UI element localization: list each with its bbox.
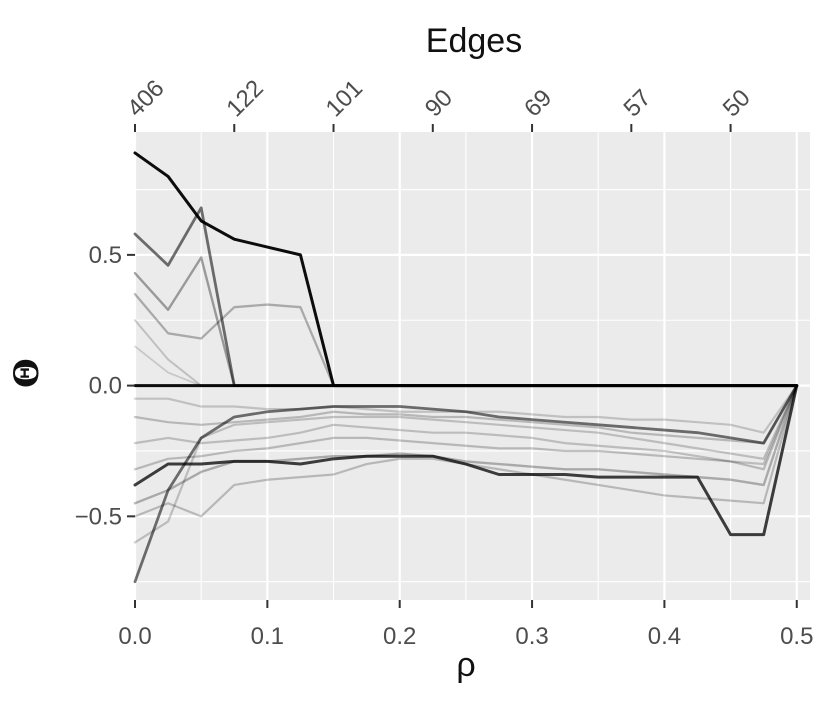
y-tick-label: 0.5 bbox=[89, 242, 122, 269]
series-layer bbox=[133, 151, 799, 584]
x-tick-label: 0.4 bbox=[648, 623, 681, 650]
series-line bbox=[133, 384, 799, 584]
x-axis-title: ρ bbox=[456, 646, 475, 684]
series-line bbox=[133, 384, 798, 471]
y-tick-label: −0.5 bbox=[75, 503, 122, 530]
series-line bbox=[133, 384, 799, 537]
series-line bbox=[133, 384, 798, 445]
x-tick-label: 0.0 bbox=[118, 623, 151, 650]
y-tick-label: 0.0 bbox=[89, 373, 122, 400]
x-tick-label: 0.5 bbox=[780, 623, 813, 650]
y-axis-title: Θ bbox=[7, 358, 47, 388]
x-tick-label: 0.3 bbox=[515, 623, 548, 650]
series-line bbox=[133, 384, 798, 518]
y-axis-ticks: 0.5 0.0 −0.5 bbox=[75, 242, 135, 530]
minor-grid-y bbox=[135, 188, 810, 583]
top-axis-title: Edges bbox=[426, 22, 522, 60]
series-line bbox=[133, 384, 798, 544]
major-grid-x bbox=[133, 132, 798, 600]
x-tick-label: 0.1 bbox=[251, 623, 284, 650]
series-line bbox=[133, 384, 798, 466]
x-axis-ticks: 0.0 0.1 0.2 0.3 0.4 0.5 bbox=[118, 600, 813, 650]
x-tick-label: 0.2 bbox=[383, 623, 416, 650]
plot-background bbox=[135, 132, 810, 600]
